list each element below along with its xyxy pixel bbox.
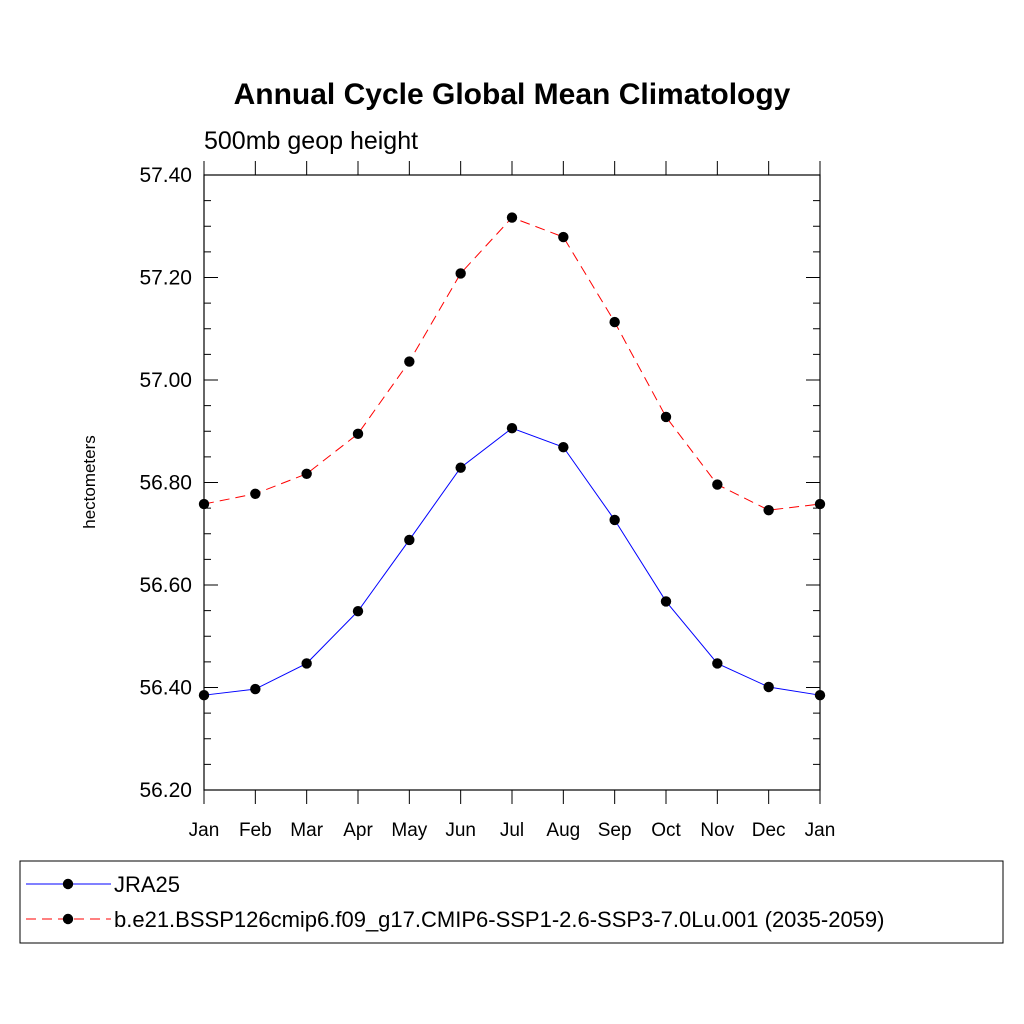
- y-tick-label: 57.20: [139, 267, 192, 290]
- data-point: [814, 498, 826, 510]
- y-tick-label: 56.80: [139, 472, 192, 495]
- data-point: [301, 658, 312, 669]
- y-tick-label: 56.60: [139, 574, 192, 597]
- legend-label: b.e21.BSSP126cmip6.f09_g17.CMIP6-SSP1-2.…: [114, 907, 884, 932]
- legend-marker: [62, 878, 74, 890]
- data-point: [404, 356, 415, 367]
- data-point: [455, 268, 466, 279]
- data-point: [558, 231, 569, 243]
- series-layer: [198, 212, 826, 701]
- chart-title: Annual Cycle Global Mean Climatology: [234, 78, 791, 111]
- y-tick-label: 57.40: [139, 164, 192, 187]
- x-tick-label: May: [391, 820, 427, 841]
- chart-subtitle: 500mb geop height: [204, 127, 418, 155]
- data-point: [198, 689, 210, 701]
- data-point: [352, 428, 364, 440]
- x-tick-label: Jul: [500, 820, 524, 841]
- data-point: [301, 468, 312, 479]
- data-point: [814, 689, 826, 701]
- x-tick-label: Aug: [546, 820, 580, 841]
- x-tick-label: Mar: [290, 820, 323, 841]
- data-point: [250, 683, 261, 695]
- data-point: [352, 605, 364, 617]
- y-tick-label: 56.20: [139, 779, 192, 802]
- series-line: [203, 427, 821, 696]
- legend-item: JRA25: [26, 872, 180, 897]
- plot-area: [203, 174, 821, 791]
- x-tick-label: Apr: [343, 820, 373, 841]
- data-point: [455, 462, 466, 473]
- data-point: [558, 441, 569, 453]
- legend-item: b.e21.BSSP126cmip6.f09_g17.CMIP6-SSP1-2.…: [26, 907, 884, 932]
- data-point: [404, 534, 415, 546]
- y-axis-label: hectometers: [80, 435, 99, 529]
- axis-ticks: [203, 161, 821, 804]
- legend-marker: [62, 913, 74, 925]
- x-tick-label: Nov: [700, 820, 734, 841]
- data-point: [609, 316, 620, 328]
- x-tick-label: Oct: [651, 820, 681, 841]
- data-point: [712, 479, 723, 490]
- data-point: [250, 488, 261, 499]
- series-line: [203, 216, 821, 511]
- data-point: [506, 422, 518, 434]
- x-tick-label: Jan: [189, 820, 220, 841]
- y-tick-label: 56.40: [139, 677, 192, 700]
- series-jra25: [198, 422, 826, 701]
- data-point: [763, 504, 774, 516]
- x-tick-label: Jun: [445, 820, 476, 841]
- data-point: [198, 498, 210, 510]
- y-tick-labels: 56.20 56.40 56.60 56.80 57.00 57.20 57.40: [139, 164, 192, 802]
- x-tick-label: Dec: [752, 820, 786, 841]
- data-point: [660, 411, 672, 423]
- legend-box: [19, 860, 1004, 944]
- data-point: [660, 596, 672, 607]
- x-tick-label: Sep: [598, 820, 632, 841]
- data-point: [763, 681, 774, 693]
- plot-frame: [203, 174, 821, 791]
- legend-label: JRA25: [114, 872, 180, 897]
- data-point: [506, 212, 518, 223]
- data-point: [609, 514, 620, 526]
- y-tick-label: 57.00: [139, 369, 192, 392]
- legend: JRA25 b.e21.BSSP126cmip6.f09_g17.CMIP6-SS…: [19, 860, 1004, 944]
- data-point: [712, 658, 723, 669]
- x-tick-label: Feb: [239, 820, 272, 841]
- x-tick-labels: Jan Feb Mar Apr May Jun Jul Aug Sep Oct Nov Dec Jan: [189, 820, 836, 841]
- series-cmip6: [198, 212, 826, 516]
- x-tick-label: Jan: [805, 820, 836, 841]
